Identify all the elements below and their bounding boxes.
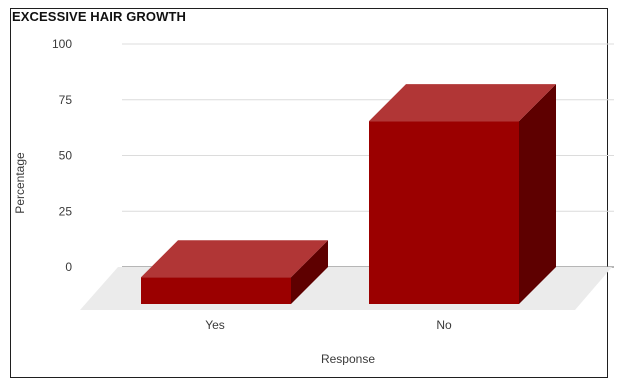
bar-top-yes xyxy=(141,240,328,278)
x-tick-label: No xyxy=(436,318,452,332)
chart-title: EXCESSIVE HAIR GROWTH xyxy=(12,9,187,24)
bar-no xyxy=(369,121,519,304)
y-tick-label: 75 xyxy=(59,93,73,107)
bar-yes xyxy=(141,277,291,304)
y-axis-title: Percentage xyxy=(13,152,27,214)
chart-plot: 0 25 50 75 100 Yes No Percentage Response xyxy=(13,37,614,365)
y-tick-label: 100 xyxy=(52,37,72,51)
y-tick-label: 50 xyxy=(59,149,73,163)
bar-side-no xyxy=(519,84,556,304)
bars xyxy=(141,84,556,304)
bar-side-yes xyxy=(291,240,328,304)
x-axis-title: Response xyxy=(321,352,375,365)
y-tick-label: 25 xyxy=(59,204,73,218)
bar-top-no xyxy=(369,84,556,122)
y-tick-label: 0 xyxy=(65,260,72,274)
x-tick-label: Yes xyxy=(205,318,225,332)
axis-labels: 0 25 50 75 100 Yes No xyxy=(52,37,452,332)
